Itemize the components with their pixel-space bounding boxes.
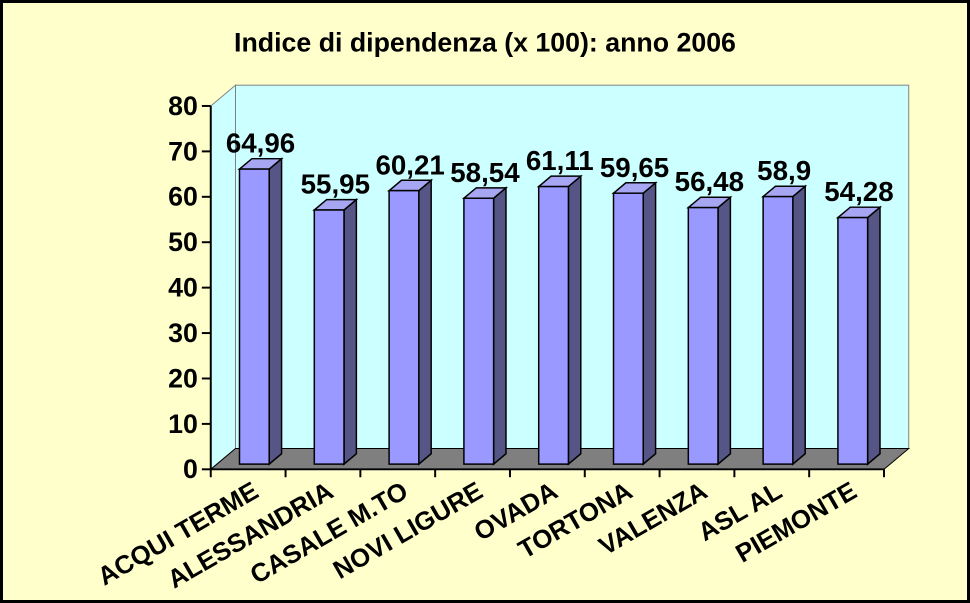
y-tick-label: 80 bbox=[168, 91, 198, 121]
bar-piemonte: 54,28 bbox=[824, 176, 894, 466]
bar-tortona: 59,65 bbox=[600, 152, 669, 466]
bar-acqui-terme: 64,96 bbox=[226, 128, 295, 466]
bar-front-face bbox=[837, 216, 869, 465]
bar-front-face bbox=[238, 168, 270, 465]
bar-value-label: 58,54 bbox=[450, 157, 520, 188]
y-tick-label: 60 bbox=[168, 182, 198, 212]
y-tick-label: 40 bbox=[168, 273, 198, 303]
bar-value-label: 59,65 bbox=[600, 152, 669, 183]
bar-ovada: 61,11 bbox=[526, 145, 594, 466]
y-tick-label: 10 bbox=[168, 409, 198, 439]
bar-value-label: 56,48 bbox=[675, 166, 744, 197]
bar-asl-al: 58,9 bbox=[757, 155, 811, 466]
bar-front-face bbox=[612, 192, 644, 465]
bar-front-face bbox=[313, 209, 345, 465]
bar-side-face bbox=[567, 174, 582, 466]
bar-value-label: 64,96 bbox=[226, 128, 295, 159]
y-tick-label: 0 bbox=[183, 454, 198, 484]
y-tick-label: 20 bbox=[168, 363, 198, 393]
bar-side-face bbox=[492, 186, 507, 466]
bar-side-face bbox=[642, 181, 657, 466]
bar-front-face bbox=[762, 195, 794, 465]
bar-valenza: 56,48 bbox=[675, 166, 744, 466]
bar-side-face bbox=[866, 205, 881, 466]
bar-side-face bbox=[717, 195, 732, 466]
bar-value-label: 54,28 bbox=[824, 176, 893, 207]
bar-front-face bbox=[388, 189, 420, 465]
bar-side-face bbox=[343, 198, 358, 466]
y-tick-label: 30 bbox=[168, 318, 198, 348]
dependency-index-chart: Indice di dipendenza (x 100): anno 2006 … bbox=[4, 3, 966, 600]
bar-value-label: 61,11 bbox=[526, 145, 594, 176]
bar-front-face bbox=[537, 185, 570, 465]
bar-front-face bbox=[687, 206, 719, 465]
bar-value-label: 55,95 bbox=[301, 169, 370, 200]
bar-value-label: 60,21 bbox=[375, 149, 444, 180]
y-tick-label: 50 bbox=[168, 227, 198, 257]
bar-front-face bbox=[463, 197, 495, 465]
bar-value-label: 58,9 bbox=[757, 155, 811, 186]
chart-title: Indice di dipendenza (x 100): anno 2006 bbox=[234, 28, 736, 58]
bar-novi-ligure: 58,54 bbox=[450, 157, 520, 466]
y-tick-label: 70 bbox=[168, 136, 198, 166]
bar-side-face bbox=[268, 157, 283, 466]
bar-side-face bbox=[792, 184, 806, 466]
bar-side-face bbox=[418, 178, 432, 466]
bar-casale-m-to: 60,21 bbox=[375, 149, 445, 466]
bar-alessandria: 55,95 bbox=[301, 169, 370, 466]
